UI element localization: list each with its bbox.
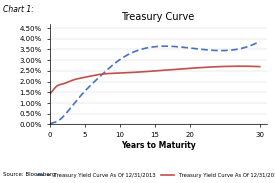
Text: Chart 1:: Chart 1: <box>3 5 34 14</box>
Legend: Treasury Yield Curve As Of 12/31/2013, Treasury Yield Curve As Of 12/31/2017: Treasury Yield Curve As Of 12/31/2013, T… <box>35 171 275 180</box>
Title: Treasury Curve: Treasury Curve <box>122 12 195 22</box>
X-axis label: Years to Maturity: Years to Maturity <box>121 141 196 150</box>
Text: Source: Bloomberg: Source: Bloomberg <box>3 172 55 177</box>
